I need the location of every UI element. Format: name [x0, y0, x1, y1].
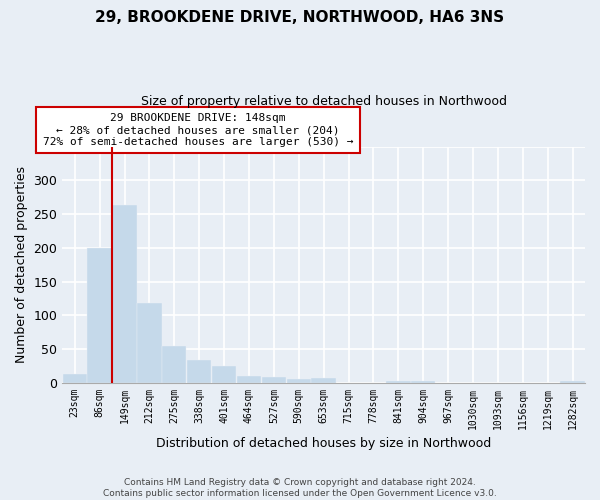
- Bar: [62, 374, 87, 382]
- Bar: [311, 378, 336, 382]
- Bar: [237, 376, 261, 382]
- Text: 29, BROOKDENE DRIVE, NORTHWOOD, HA6 3NS: 29, BROOKDENE DRIVE, NORTHWOOD, HA6 3NS: [95, 10, 505, 25]
- Y-axis label: Number of detached properties: Number of detached properties: [15, 166, 28, 363]
- Bar: [162, 346, 187, 383]
- Bar: [386, 380, 410, 382]
- X-axis label: Distribution of detached houses by size in Northwood: Distribution of detached houses by size …: [156, 437, 491, 450]
- Bar: [112, 206, 137, 382]
- Bar: [287, 380, 311, 382]
- Bar: [262, 378, 286, 382]
- Bar: [137, 303, 161, 382]
- Text: Contains HM Land Registry data © Crown copyright and database right 2024.
Contai: Contains HM Land Registry data © Crown c…: [103, 478, 497, 498]
- Bar: [187, 360, 211, 382]
- Bar: [212, 366, 236, 382]
- Title: Size of property relative to detached houses in Northwood: Size of property relative to detached ho…: [140, 95, 506, 108]
- Bar: [88, 248, 112, 382]
- Text: 29 BROOKDENE DRIVE: 148sqm
← 28% of detached houses are smaller (204)
72% of sem: 29 BROOKDENE DRIVE: 148sqm ← 28% of deta…: [43, 114, 353, 146]
